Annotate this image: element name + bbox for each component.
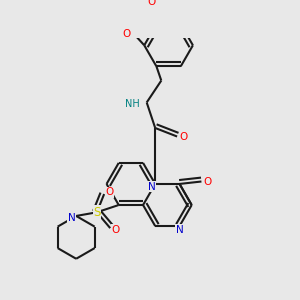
Text: N: N — [176, 224, 183, 235]
Text: O: O — [105, 187, 113, 197]
Text: O: O — [203, 176, 211, 187]
Text: N: N — [68, 213, 76, 223]
Text: O: O — [148, 0, 156, 7]
Text: O: O — [122, 29, 130, 39]
Text: S: S — [93, 206, 100, 219]
Text: O: O — [179, 131, 187, 142]
Text: NH: NH — [125, 99, 140, 109]
Text: N: N — [148, 182, 156, 191]
Text: O: O — [111, 225, 120, 235]
